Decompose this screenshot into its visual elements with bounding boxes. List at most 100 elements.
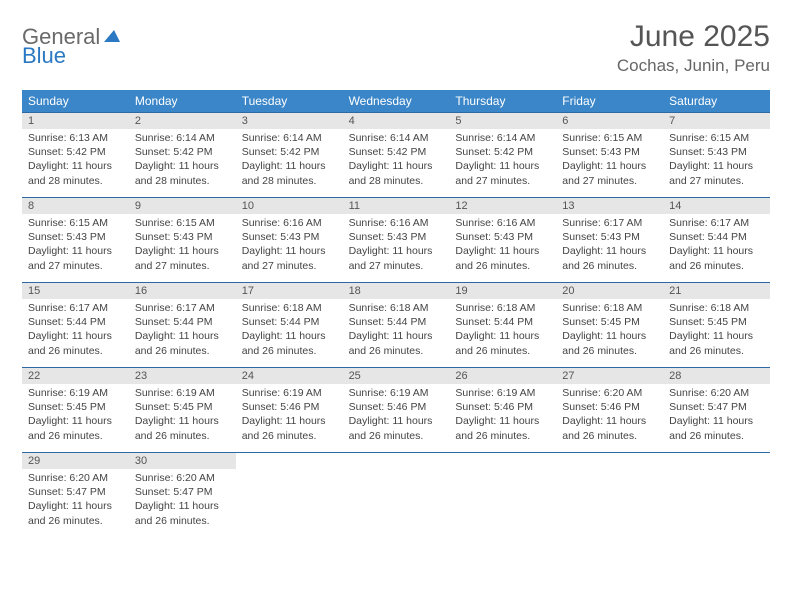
calendar-day <box>449 453 556 537</box>
day-details: Sunrise: 6:18 AMSunset: 5:45 PMDaylight:… <box>663 299 770 362</box>
day-details: Sunrise: 6:18 AMSunset: 5:44 PMDaylight:… <box>449 299 556 362</box>
calendar-day: 22Sunrise: 6:19 AMSunset: 5:45 PMDayligh… <box>22 368 129 452</box>
weekday-header: Monday <box>129 90 236 112</box>
day-number: 11 <box>343 198 450 214</box>
logo: General Blue <box>22 26 122 67</box>
weekday-header-row: SundayMondayTuesdayWednesdayThursdayFrid… <box>22 90 770 112</box>
calendar-day: 10Sunrise: 6:16 AMSunset: 5:43 PMDayligh… <box>236 198 343 282</box>
calendar-day: 27Sunrise: 6:20 AMSunset: 5:46 PMDayligh… <box>556 368 663 452</box>
day-number: 1 <box>22 113 129 129</box>
weekday-header: Sunday <box>22 90 129 112</box>
weekday-header: Wednesday <box>343 90 450 112</box>
calendar-day: 14Sunrise: 6:17 AMSunset: 5:44 PMDayligh… <box>663 198 770 282</box>
calendar-day: 17Sunrise: 6:18 AMSunset: 5:44 PMDayligh… <box>236 283 343 367</box>
calendar-day: 5Sunrise: 6:14 AMSunset: 5:42 PMDaylight… <box>449 113 556 197</box>
day-details: Sunrise: 6:19 AMSunset: 5:46 PMDaylight:… <box>449 384 556 447</box>
day-number <box>663 453 770 469</box>
title-block: June 2025 Cochas, Junin, Peru <box>617 20 770 76</box>
calendar-day <box>236 453 343 537</box>
weekday-header: Thursday <box>449 90 556 112</box>
day-number: 18 <box>343 283 450 299</box>
day-details: Sunrise: 6:18 AMSunset: 5:45 PMDaylight:… <box>556 299 663 362</box>
calendar-day: 30Sunrise: 6:20 AMSunset: 5:47 PMDayligh… <box>129 453 236 537</box>
calendar: SundayMondayTuesdayWednesdayThursdayFrid… <box>22 90 770 537</box>
day-number: 9 <box>129 198 236 214</box>
day-details: Sunrise: 6:15 AMSunset: 5:43 PMDaylight:… <box>22 214 129 277</box>
calendar-weeks: 1Sunrise: 6:13 AMSunset: 5:42 PMDaylight… <box>22 112 770 537</box>
day-number: 3 <box>236 113 343 129</box>
day-details: Sunrise: 6:19 AMSunset: 5:45 PMDaylight:… <box>22 384 129 447</box>
calendar-day: 29Sunrise: 6:20 AMSunset: 5:47 PMDayligh… <box>22 453 129 537</box>
day-number <box>449 453 556 469</box>
day-number: 28 <box>663 368 770 384</box>
day-details: Sunrise: 6:15 AMSunset: 5:43 PMDaylight:… <box>129 214 236 277</box>
day-number: 17 <box>236 283 343 299</box>
calendar-day: 1Sunrise: 6:13 AMSunset: 5:42 PMDaylight… <box>22 113 129 197</box>
day-number: 23 <box>129 368 236 384</box>
calendar-day: 8Sunrise: 6:15 AMSunset: 5:43 PMDaylight… <box>22 198 129 282</box>
day-details: Sunrise: 6:17 AMSunset: 5:44 PMDaylight:… <box>663 214 770 277</box>
day-details: Sunrise: 6:14 AMSunset: 5:42 PMDaylight:… <box>449 129 556 192</box>
day-number: 27 <box>556 368 663 384</box>
day-number: 10 <box>236 198 343 214</box>
day-details: Sunrise: 6:15 AMSunset: 5:43 PMDaylight:… <box>556 129 663 192</box>
day-number: 25 <box>343 368 450 384</box>
location: Cochas, Junin, Peru <box>617 56 770 76</box>
day-number: 26 <box>449 368 556 384</box>
calendar-day: 16Sunrise: 6:17 AMSunset: 5:44 PMDayligh… <box>129 283 236 367</box>
day-details: Sunrise: 6:15 AMSunset: 5:43 PMDaylight:… <box>663 129 770 192</box>
calendar-day <box>556 453 663 537</box>
day-details: Sunrise: 6:20 AMSunset: 5:47 PMDaylight:… <box>663 384 770 447</box>
day-number: 15 <box>22 283 129 299</box>
calendar-day: 25Sunrise: 6:19 AMSunset: 5:46 PMDayligh… <box>343 368 450 452</box>
weekday-header: Tuesday <box>236 90 343 112</box>
calendar-day: 7Sunrise: 6:15 AMSunset: 5:43 PMDaylight… <box>663 113 770 197</box>
day-number: 19 <box>449 283 556 299</box>
weekday-header: Saturday <box>663 90 770 112</box>
day-details: Sunrise: 6:19 AMSunset: 5:46 PMDaylight:… <box>236 384 343 447</box>
calendar-day: 26Sunrise: 6:19 AMSunset: 5:46 PMDayligh… <box>449 368 556 452</box>
weekday-header: Friday <box>556 90 663 112</box>
calendar-day: 9Sunrise: 6:15 AMSunset: 5:43 PMDaylight… <box>129 198 236 282</box>
day-number <box>236 453 343 469</box>
calendar-day: 28Sunrise: 6:20 AMSunset: 5:47 PMDayligh… <box>663 368 770 452</box>
calendar-day <box>663 453 770 537</box>
calendar-day: 21Sunrise: 6:18 AMSunset: 5:45 PMDayligh… <box>663 283 770 367</box>
header: General Blue June 2025 Cochas, Junin, Pe… <box>22 20 770 76</box>
calendar-day: 3Sunrise: 6:14 AMSunset: 5:42 PMDaylight… <box>236 113 343 197</box>
calendar-week: 8Sunrise: 6:15 AMSunset: 5:43 PMDaylight… <box>22 197 770 282</box>
calendar-day: 24Sunrise: 6:19 AMSunset: 5:46 PMDayligh… <box>236 368 343 452</box>
day-details: Sunrise: 6:18 AMSunset: 5:44 PMDaylight:… <box>236 299 343 362</box>
day-number: 29 <box>22 453 129 469</box>
calendar-day: 18Sunrise: 6:18 AMSunset: 5:44 PMDayligh… <box>343 283 450 367</box>
day-details: Sunrise: 6:19 AMSunset: 5:45 PMDaylight:… <box>129 384 236 447</box>
day-details: Sunrise: 6:18 AMSunset: 5:44 PMDaylight:… <box>343 299 450 362</box>
day-details: Sunrise: 6:17 AMSunset: 5:44 PMDaylight:… <box>22 299 129 362</box>
calendar-day: 2Sunrise: 6:14 AMSunset: 5:42 PMDaylight… <box>129 113 236 197</box>
calendar-day <box>343 453 450 537</box>
day-number: 2 <box>129 113 236 129</box>
day-details: Sunrise: 6:16 AMSunset: 5:43 PMDaylight:… <box>449 214 556 277</box>
day-number: 7 <box>663 113 770 129</box>
day-number <box>556 453 663 469</box>
day-number: 30 <box>129 453 236 469</box>
day-number <box>343 453 450 469</box>
day-details: Sunrise: 6:16 AMSunset: 5:43 PMDaylight:… <box>236 214 343 277</box>
day-details: Sunrise: 6:14 AMSunset: 5:42 PMDaylight:… <box>129 129 236 192</box>
day-details: Sunrise: 6:19 AMSunset: 5:46 PMDaylight:… <box>343 384 450 447</box>
calendar-day: 23Sunrise: 6:19 AMSunset: 5:45 PMDayligh… <box>129 368 236 452</box>
day-number: 22 <box>22 368 129 384</box>
calendar-week: 29Sunrise: 6:20 AMSunset: 5:47 PMDayligh… <box>22 452 770 537</box>
day-number: 8 <box>22 198 129 214</box>
day-details: Sunrise: 6:16 AMSunset: 5:43 PMDaylight:… <box>343 214 450 277</box>
day-number: 5 <box>449 113 556 129</box>
day-number: 21 <box>663 283 770 299</box>
day-number: 16 <box>129 283 236 299</box>
month-title: June 2025 <box>617 20 770 54</box>
day-details: Sunrise: 6:14 AMSunset: 5:42 PMDaylight:… <box>343 129 450 192</box>
calendar-day: 15Sunrise: 6:17 AMSunset: 5:44 PMDayligh… <box>22 283 129 367</box>
day-number: 20 <box>556 283 663 299</box>
calendar-day: 12Sunrise: 6:16 AMSunset: 5:43 PMDayligh… <box>449 198 556 282</box>
logo-sail-icon <box>102 28 122 49</box>
day-number: 13 <box>556 198 663 214</box>
